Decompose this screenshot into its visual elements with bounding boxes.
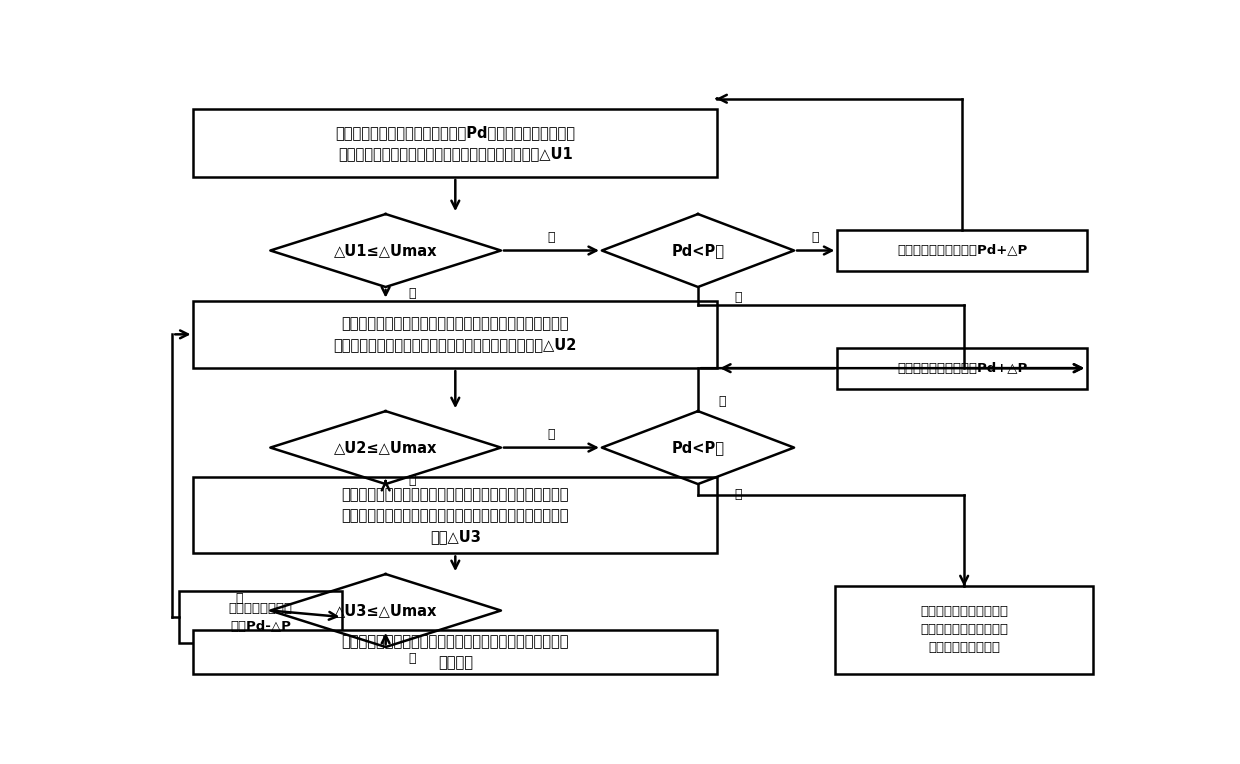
FancyBboxPatch shape <box>193 477 717 553</box>
Text: 否: 否 <box>409 474 417 487</box>
Text: △U1≤△Umax: △U1≤△Umax <box>334 243 438 258</box>
Text: △U3≤△Umax: △U3≤△Umax <box>334 603 438 618</box>
Polygon shape <box>270 574 501 647</box>
Text: 是: 是 <box>811 231 818 244</box>
FancyBboxPatch shape <box>193 630 717 674</box>
Polygon shape <box>601 214 794 287</box>
Text: 否: 否 <box>409 287 417 300</box>
Text: 调整当前的直流功率为Pd+△P: 调整当前的直流功率为Pd+△P <box>897 361 1028 374</box>
Text: 调整当前的直流功率为Pd+△P: 调整当前的直流功率为Pd+△P <box>897 244 1028 257</box>
Text: 是: 是 <box>718 395 725 408</box>
Text: 否: 否 <box>734 291 742 304</box>
Text: 是: 是 <box>548 428 556 441</box>
Text: 设置过补运行方式和直流功率不变，计算换流站在发生特高
压直流故障并按照预设的控制策略采取措施后的第三稳态压
升值△U3: 设置过补运行方式和直流功率不变，计算换流站在发生特高 压直流故障并按照预设的控制… <box>341 487 569 544</box>
Text: 在当前运行方式和当前的直流功率Pd下，计算特高压直流双
极闭锁故障并切除滤波器后换流站的第一稳态压升值△U1: 在当前运行方式和当前的直流功率Pd下，计算特高压直流双 极闭锁故障并切除滤波器后… <box>335 125 575 161</box>
Text: 否: 否 <box>734 488 742 501</box>
Polygon shape <box>270 214 501 287</box>
FancyBboxPatch shape <box>836 586 1092 674</box>
Text: △U2≤△Umax: △U2≤△Umax <box>334 440 438 455</box>
Text: 将所述额定直流功率作为
稳态压升约束下的换流站
的最大直流输电功率: 将所述额定直流功率作为 稳态压升约束下的换流站 的最大直流输电功率 <box>920 605 1008 655</box>
Text: Pd<P额: Pd<P额 <box>672 243 724 258</box>
Text: 否: 否 <box>236 592 243 605</box>
Polygon shape <box>270 411 501 484</box>
FancyBboxPatch shape <box>837 230 1087 271</box>
Text: Pd<P额: Pd<P额 <box>672 440 724 455</box>
FancyBboxPatch shape <box>837 348 1087 389</box>
FancyBboxPatch shape <box>193 300 717 368</box>
Text: 是: 是 <box>409 652 417 665</box>
Text: 调整换流站的运行方式至过补运行方式，并计算特高压直流
双极闭锁故障并切除滤波器后换流站的第二稳态压升值△U2: 调整换流站的运行方式至过补运行方式，并计算特高压直流 双极闭锁故障并切除滤波器后… <box>334 316 577 352</box>
Polygon shape <box>601 411 794 484</box>
Text: 是: 是 <box>548 231 556 244</box>
FancyBboxPatch shape <box>193 109 717 177</box>
Text: 调整当前的直流功
率为Pd-△P: 调整当前的直流功 率为Pd-△P <box>228 601 293 633</box>
Text: 将当前的直流功率作为稳态压升约束下的换流站的最大直流
输电功率: 将当前的直流功率作为稳态压升约束下的换流站的最大直流 输电功率 <box>341 634 569 670</box>
FancyBboxPatch shape <box>179 591 342 643</box>
